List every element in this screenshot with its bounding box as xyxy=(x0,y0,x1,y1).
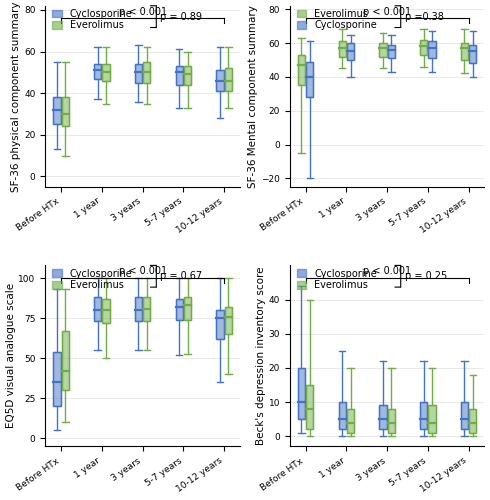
Bar xyxy=(461,43,468,60)
Bar xyxy=(62,98,69,126)
Bar xyxy=(184,66,191,85)
Bar xyxy=(347,409,354,433)
Bar xyxy=(94,298,101,322)
Bar xyxy=(53,352,61,406)
Text: p = 0.25: p = 0.25 xyxy=(405,272,447,281)
Bar xyxy=(469,44,476,64)
Bar xyxy=(469,409,476,433)
Bar xyxy=(379,406,387,429)
Bar xyxy=(143,298,150,322)
Bar xyxy=(184,66,191,85)
Legend: Cyclosporine, Everolimus: Cyclosporine, Everolimus xyxy=(50,7,134,32)
Bar xyxy=(306,62,314,97)
Bar xyxy=(306,385,314,430)
Bar xyxy=(102,299,110,323)
Bar xyxy=(102,64,110,80)
Text: p = 0.67: p = 0.67 xyxy=(160,272,202,281)
Bar xyxy=(135,298,142,322)
Bar xyxy=(428,42,436,58)
Bar xyxy=(135,64,142,83)
Bar xyxy=(143,62,150,83)
Bar xyxy=(461,43,468,60)
Bar xyxy=(143,62,150,83)
Bar xyxy=(298,368,305,419)
Bar xyxy=(298,55,305,86)
Bar xyxy=(94,298,101,322)
Bar xyxy=(469,44,476,64)
Bar xyxy=(135,64,142,83)
Text: p =0.38: p =0.38 xyxy=(405,12,443,22)
Bar xyxy=(62,98,69,126)
Bar xyxy=(225,307,232,334)
Bar xyxy=(420,40,427,55)
Bar xyxy=(428,42,436,58)
Bar xyxy=(217,70,223,91)
Bar xyxy=(94,64,101,78)
Bar xyxy=(339,402,346,429)
Bar xyxy=(175,66,183,85)
Bar xyxy=(225,68,232,91)
Y-axis label: SF-36 physical component summary: SF-36 physical component summary xyxy=(11,1,21,192)
Bar xyxy=(420,40,427,55)
Bar xyxy=(217,310,223,339)
Bar xyxy=(347,409,354,433)
Bar xyxy=(175,299,183,320)
Bar xyxy=(379,406,387,429)
Bar xyxy=(339,42,346,56)
Bar xyxy=(143,298,150,322)
Bar xyxy=(379,43,387,57)
Bar xyxy=(388,44,395,58)
Bar xyxy=(298,368,305,419)
Bar xyxy=(94,64,101,78)
Text: p < 0.001: p < 0.001 xyxy=(363,6,411,16)
Bar xyxy=(225,307,232,334)
Y-axis label: Beck's depression inventory score: Beck's depression inventory score xyxy=(256,266,266,445)
Bar xyxy=(461,402,468,429)
Bar xyxy=(428,406,436,433)
Bar xyxy=(461,402,468,429)
Y-axis label: EQ5D visual analogue scale: EQ5D visual analogue scale xyxy=(5,284,16,428)
Bar xyxy=(339,42,346,56)
Bar xyxy=(347,43,354,60)
Legend: Cyclosporine, Everolimus: Cyclosporine, Everolimus xyxy=(294,266,379,292)
Bar xyxy=(184,298,191,320)
Bar xyxy=(379,43,387,57)
Bar xyxy=(217,70,223,91)
Bar xyxy=(225,68,232,91)
Legend: Everolimus, Cyclosporine: Everolimus, Cyclosporine xyxy=(294,7,379,32)
Text: p < 0.001: p < 0.001 xyxy=(119,6,167,16)
Bar xyxy=(420,402,427,429)
Bar xyxy=(388,44,395,58)
Bar xyxy=(102,64,110,80)
Y-axis label: SF-36 Mental component summary: SF-36 Mental component summary xyxy=(248,5,258,188)
Bar xyxy=(217,310,223,339)
Bar xyxy=(135,298,142,322)
Bar xyxy=(347,43,354,60)
Bar xyxy=(306,62,314,97)
Bar xyxy=(53,98,61,124)
Legend: Cyclosporine, Everolimus: Cyclosporine, Everolimus xyxy=(50,266,134,292)
Bar xyxy=(175,299,183,320)
Bar xyxy=(428,406,436,433)
Bar xyxy=(306,385,314,430)
Bar xyxy=(420,402,427,429)
Bar xyxy=(339,402,346,429)
Text: p < 0.001: p < 0.001 xyxy=(119,266,167,276)
Bar xyxy=(298,55,305,86)
Bar xyxy=(102,299,110,323)
Bar xyxy=(184,298,191,320)
Bar xyxy=(469,409,476,433)
Bar xyxy=(62,331,69,390)
Bar xyxy=(53,352,61,406)
Text: p < 0.001: p < 0.001 xyxy=(363,266,411,276)
Bar xyxy=(175,66,183,85)
Bar xyxy=(388,409,395,433)
Bar xyxy=(53,98,61,124)
Bar xyxy=(62,331,69,390)
Text: p = 0.89: p = 0.89 xyxy=(160,12,202,22)
Bar xyxy=(388,409,395,433)
